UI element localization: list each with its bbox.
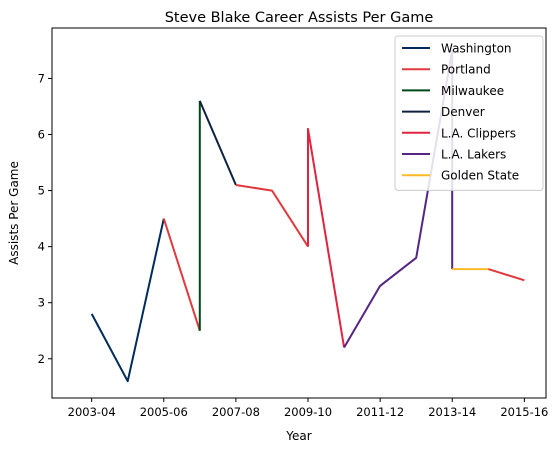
x-axis: 2003-04 2005-06 2007-08 2009-10 2011-12 2013-… — [68, 398, 548, 419]
legend-label: L.A. Clippers — [441, 126, 516, 140]
series-line-portland — [235, 184, 309, 248]
legend-label: Washington — [441, 42, 512, 56]
legend-label: L.A. Lakers — [441, 148, 506, 162]
y-axis-label: Assists Per Game — [7, 161, 21, 265]
x-tick-label: 2011-12 — [356, 405, 404, 419]
legend-box — [394, 35, 544, 191]
series-line-denver — [198, 100, 237, 186]
y-tick-label: 2 — [38, 352, 45, 366]
y-tick-label: 4 — [38, 240, 45, 254]
x-tick-label: 2007-08 — [212, 405, 260, 419]
x-tick-label: 2005-06 — [140, 405, 188, 419]
x-tick-label: 2009-10 — [284, 405, 332, 419]
legend: Washington Portland Milwaukee Denver L.A. Cl… — [394, 35, 544, 191]
series-line-l-a-clippers — [307, 127, 346, 348]
series-line-washington — [90, 218, 165, 383]
y-tick-label: 7 — [38, 71, 45, 85]
plot-frame — [51, 27, 547, 399]
legend-label: Milwaukee — [441, 84, 504, 98]
legend-label: Denver — [441, 105, 485, 119]
x-tick-label: 2003-04 — [68, 405, 116, 419]
x-axis-label: Year — [285, 429, 311, 443]
x-tick-label: 2015-16 — [500, 405, 548, 419]
y-tick-label: 5 — [38, 184, 45, 198]
chart-title: Steve Blake Career Assists Per Game — [165, 10, 434, 26]
y-tick-label: 3 — [38, 296, 45, 310]
legend-label: Portland — [441, 63, 491, 77]
x-tick-label: 2013-14 — [428, 405, 476, 419]
series-line-portland — [162, 218, 201, 332]
legend-label: Golden State — [441, 169, 519, 183]
series-line-portland — [488, 268, 525, 282]
y-tick-label: 6 — [38, 128, 45, 142]
y-axis: 2 3 4 5 6 7 — [38, 71, 52, 366]
